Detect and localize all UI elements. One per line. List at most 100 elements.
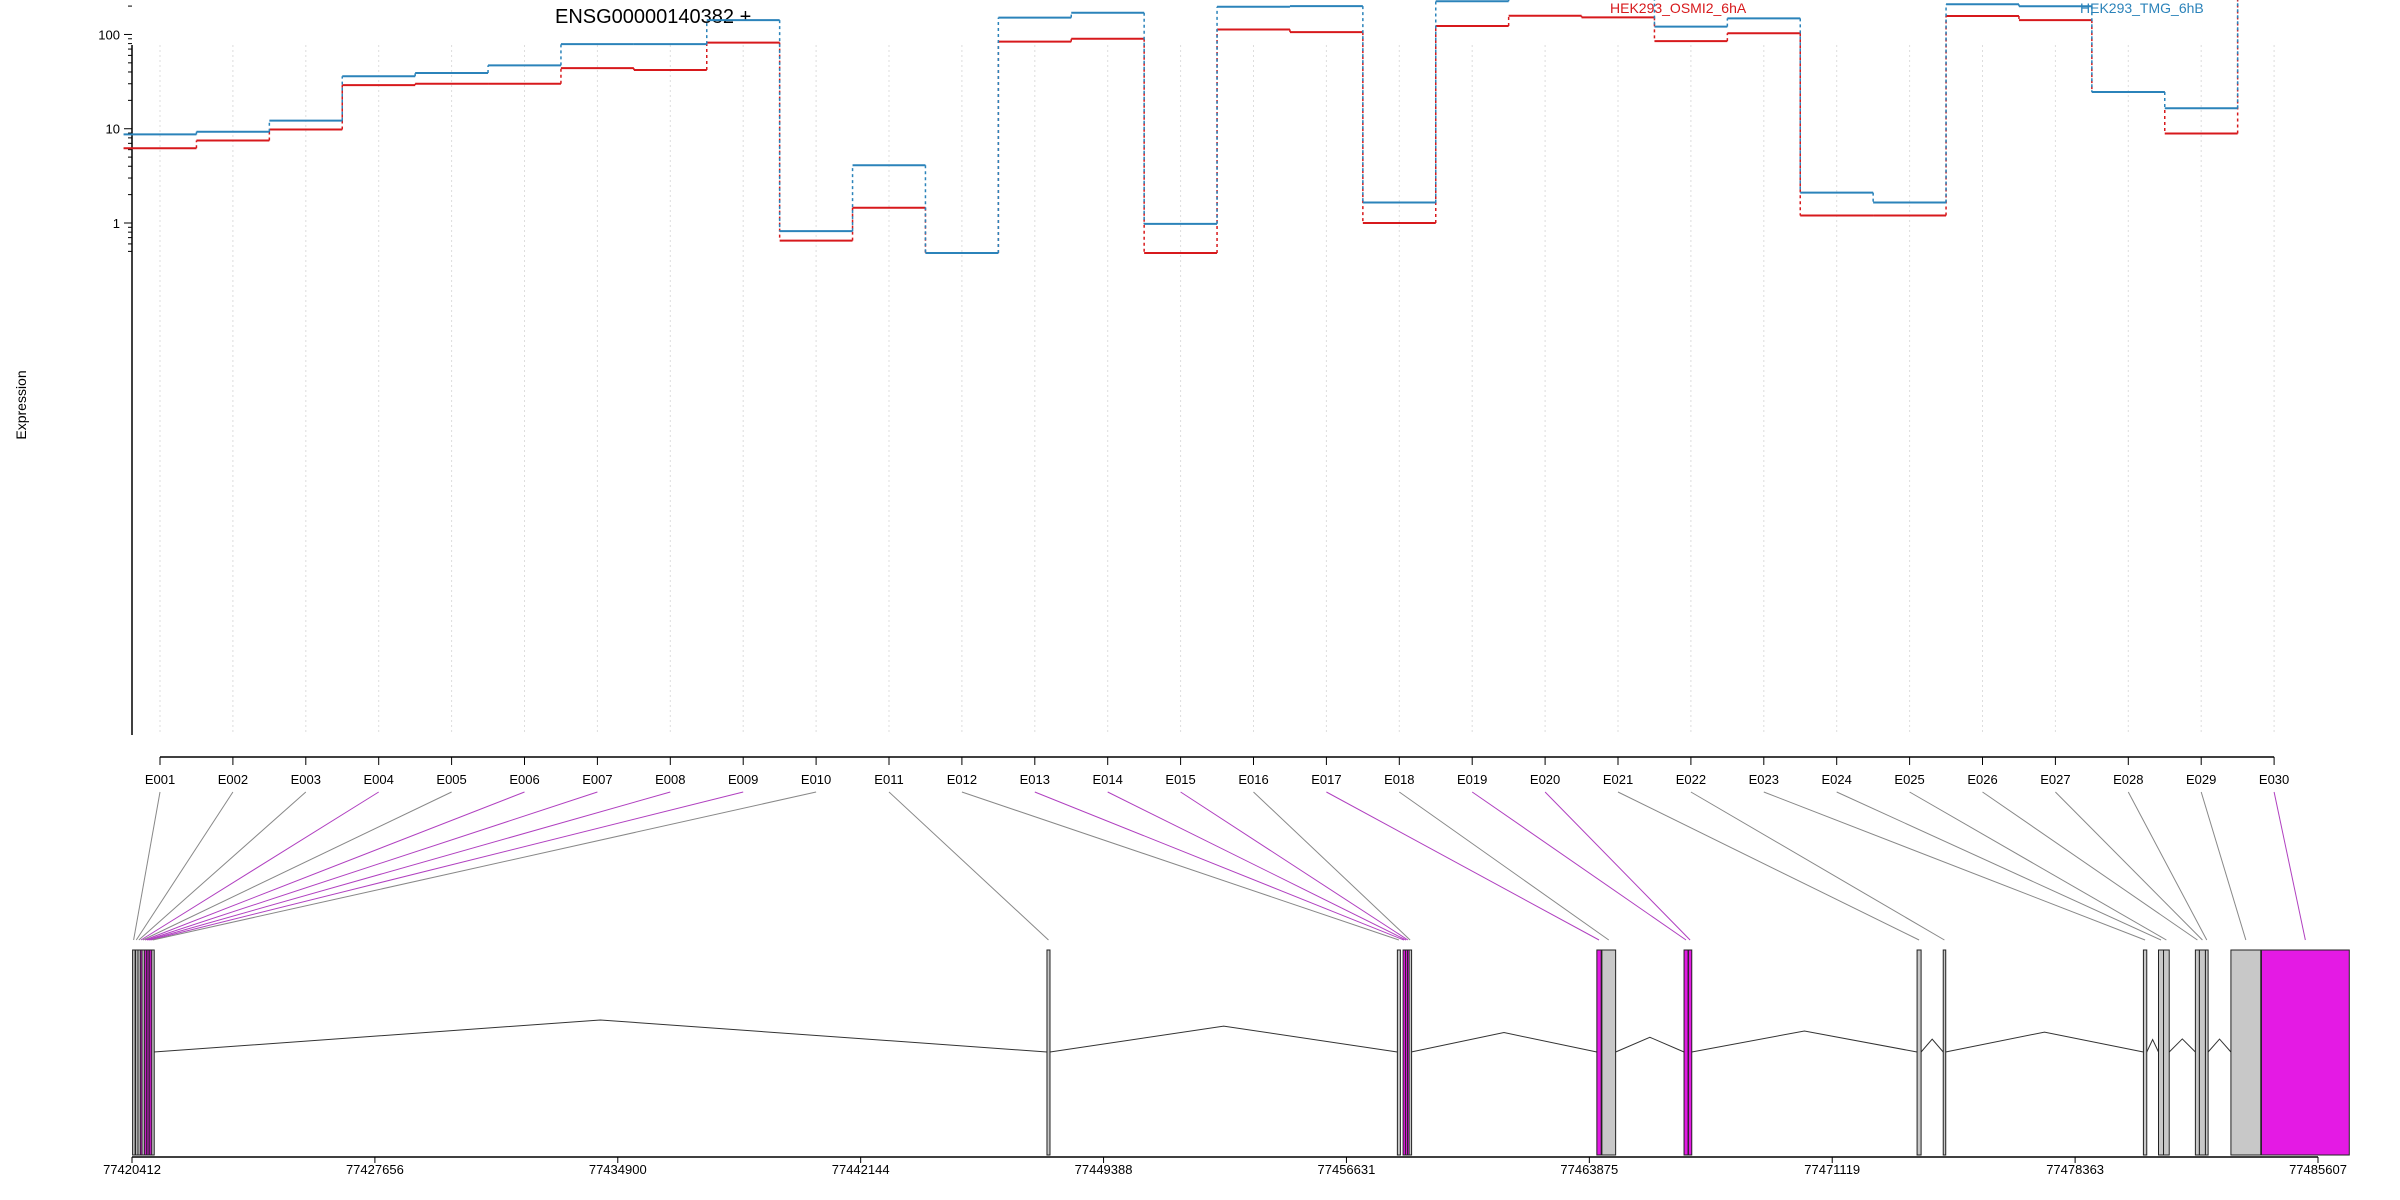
connector-E029 xyxy=(2200,791,2247,941)
connector-E018 xyxy=(1399,791,1610,941)
connector-E028 xyxy=(2127,791,2208,941)
coordinate-label: 77434900 xyxy=(589,1162,647,1177)
x-tick-label-E022: E022 xyxy=(1676,772,1706,787)
connector-E030 xyxy=(2273,791,2306,941)
legend-entry-HEK293_TMG_6hB: HEK293_TMG_6hB xyxy=(2080,0,2204,16)
connector-E014 xyxy=(1107,791,1407,941)
connector-E026 xyxy=(1982,791,2198,941)
coordinate-label: 77478363 xyxy=(2046,1162,2104,1177)
x-tick-label-E014: E014 xyxy=(1093,772,1123,787)
exon-box-E017 xyxy=(1596,949,1602,1156)
exon-box-E019 xyxy=(1683,949,1689,1156)
x-tick-label-E011: E011 xyxy=(874,772,903,787)
x-tick-label-E003: E003 xyxy=(291,772,321,787)
connector-E004 xyxy=(140,791,379,941)
connector-E001 xyxy=(133,791,161,941)
x-tick-label-E029: E029 xyxy=(2186,772,2216,787)
coordinate-label: 77471119 xyxy=(1804,1162,1860,1177)
exon-box-E026 xyxy=(2194,949,2200,1156)
x-tick-label-E002: E002 xyxy=(218,772,248,787)
exon-box-E018 xyxy=(1601,949,1617,1156)
connector-E005 xyxy=(142,791,452,941)
x-tick-label-E016: E016 xyxy=(1238,772,1268,787)
exon-box-E011 xyxy=(1046,949,1051,1156)
exon-box-E001 xyxy=(132,949,136,1156)
intron-line xyxy=(2207,1038,2232,1053)
connector-E021 xyxy=(1617,791,1920,941)
y-tick-label: 10 xyxy=(106,122,120,137)
exon-gridlines xyxy=(159,45,2275,735)
coordinate-label: 77420412 xyxy=(103,1162,161,1177)
intron-line xyxy=(1945,1031,2144,1053)
x-tick-label-E008: E008 xyxy=(655,772,685,787)
legend: HEK293_OSMI2_6hA HEK293_TMG_6hB xyxy=(1610,0,2204,16)
exon-box-E022 xyxy=(1942,949,1947,1156)
legend-entry-HEK293_OSMI2_6hA: HEK293_OSMI2_6hA xyxy=(1610,0,1747,16)
connector-E023 xyxy=(1763,791,2146,941)
coordinate-label: 77427656 xyxy=(346,1162,404,1177)
coordinate-label: 77485607 xyxy=(2289,1162,2347,1177)
x-tick-label-E007: E007 xyxy=(582,772,612,787)
connector-E015 xyxy=(1180,791,1409,941)
x-tick-label-E030: E030 xyxy=(2259,772,2289,787)
chart-title: ENSG00000140382 + xyxy=(555,6,751,28)
exon-box-E021 xyxy=(1916,949,1922,1156)
x-tick-label-E006: E006 xyxy=(509,772,539,787)
x-tick-label-E025: E025 xyxy=(1894,772,1924,787)
connector-E025 xyxy=(1909,791,2167,941)
coordinate-label: 77442144 xyxy=(832,1162,890,1177)
connector-E008 xyxy=(148,791,671,941)
connector-E017 xyxy=(1326,791,1600,941)
connector-E007 xyxy=(146,791,598,941)
x-tick-label-E020: E020 xyxy=(1530,772,1560,787)
coordinate-label: 77449388 xyxy=(1075,1162,1133,1177)
connector-E020 xyxy=(1544,791,1691,941)
x-tick-label-E017: E017 xyxy=(1311,772,1341,787)
exon-box-E027 xyxy=(2198,949,2206,1156)
connector-E012 xyxy=(961,791,1400,941)
y-tick-label: 100 xyxy=(98,27,120,42)
x-axis: E001 E002 E003 E004 E005 E006 E007 E008 E009 E010… xyxy=(145,756,2289,787)
x-tick-label-E001: E001 xyxy=(145,772,175,787)
connector-E013 xyxy=(1034,791,1405,941)
connector-E003 xyxy=(138,791,307,941)
exon-box-E029 xyxy=(2230,949,2262,1156)
x-tick-label-E013: E013 xyxy=(1020,772,1050,787)
x-tick-label-E023: E023 xyxy=(1749,772,1779,787)
connector-E011 xyxy=(888,791,1049,941)
exon-box-E020 xyxy=(1687,949,1693,1156)
x-tick-label-E026: E026 xyxy=(1967,772,1997,787)
x-tick-label-E019: E019 xyxy=(1457,772,1487,787)
connector-E010 xyxy=(152,791,817,941)
intron-line xyxy=(1049,1025,1398,1053)
exon-box-E012 xyxy=(1396,949,1401,1156)
x-tick-label-E021: E021 xyxy=(1603,772,1633,787)
intron-line xyxy=(2146,1038,2159,1053)
x-tick-label-E018: E018 xyxy=(1384,772,1414,787)
intron-line xyxy=(1920,1038,1944,1053)
intron-line xyxy=(2168,1038,2196,1053)
x-tick-label-E027: E027 xyxy=(2040,772,2070,787)
series-lines xyxy=(123,0,2239,255)
x-tick-label-E012: E012 xyxy=(947,772,977,787)
exon-box-E028 xyxy=(2204,949,2209,1156)
connector-E016 xyxy=(1253,791,1411,941)
connector-E024 xyxy=(1836,791,2162,941)
exon-box-E016 xyxy=(1408,949,1413,1156)
connector-E019 xyxy=(1471,791,1687,941)
genomic-coordinate-axis: 77420412 77427656 77434900 77442144 77449388… xyxy=(103,1156,2347,1177)
x-tick-label-E015: E015 xyxy=(1165,772,1195,787)
intron-line xyxy=(1411,1032,1597,1053)
coordinate-label: 77456631 xyxy=(1318,1162,1376,1177)
connector-E002 xyxy=(135,791,234,941)
connector-E009 xyxy=(150,791,744,941)
exon-box-E010 xyxy=(151,949,155,1156)
connector-E022 xyxy=(1690,791,1945,941)
x-tick-label-E028: E028 xyxy=(2113,772,2143,787)
intron-line xyxy=(1615,1036,1685,1053)
y-axis-label: Expression xyxy=(13,370,29,439)
x-tick-label-E009: E009 xyxy=(728,772,758,787)
x-tick-label-E005: E005 xyxy=(436,772,466,787)
series-HEK293_TMG_6hB xyxy=(123,0,2239,255)
